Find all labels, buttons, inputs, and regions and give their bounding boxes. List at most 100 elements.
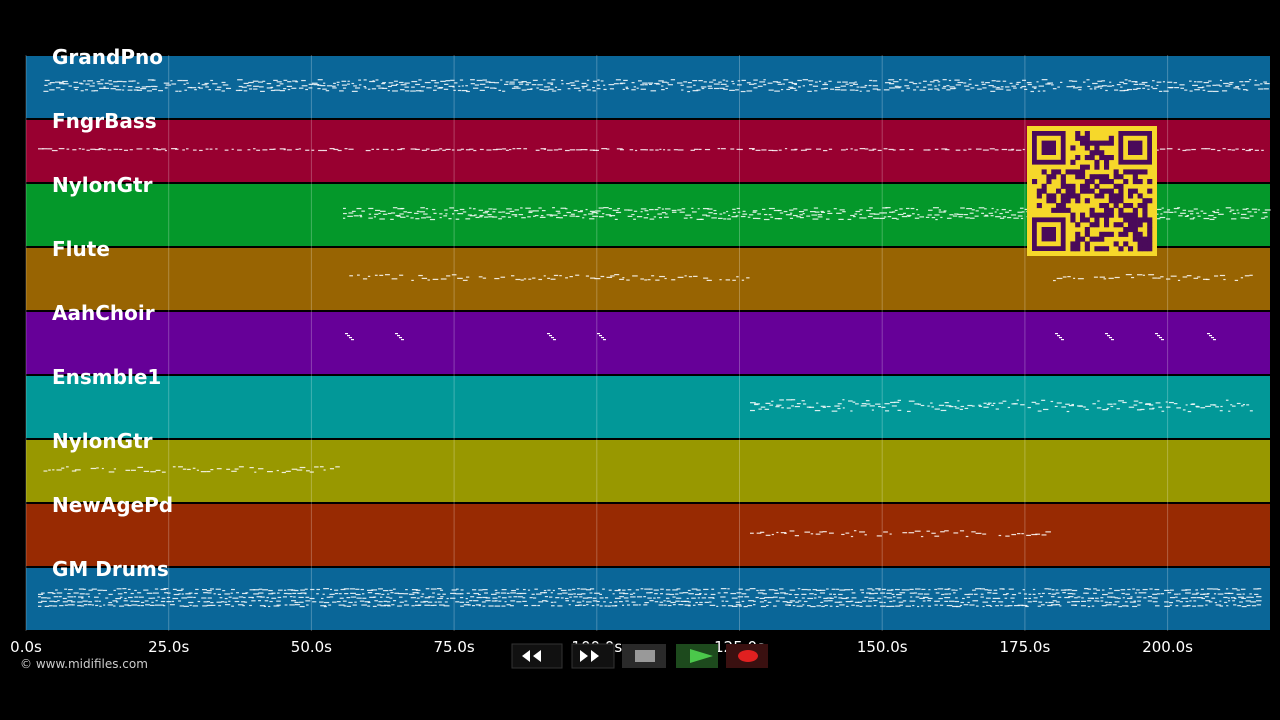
note bbox=[727, 605, 733, 607]
stop-button[interactable] bbox=[622, 644, 666, 668]
note bbox=[201, 84, 208, 86]
note bbox=[471, 589, 477, 591]
note bbox=[582, 87, 585, 89]
note bbox=[1011, 593, 1017, 596]
qr-module bbox=[1104, 174, 1110, 180]
note bbox=[897, 213, 904, 216]
note bbox=[986, 604, 991, 607]
note bbox=[526, 88, 533, 90]
qr-module bbox=[1113, 198, 1119, 204]
note bbox=[618, 601, 623, 603]
note bbox=[571, 600, 575, 602]
note bbox=[492, 216, 498, 218]
note bbox=[1028, 597, 1032, 600]
qr-module bbox=[1070, 241, 1076, 247]
rewind-button[interactable] bbox=[511, 643, 563, 669]
note bbox=[631, 601, 636, 603]
note bbox=[627, 589, 632, 591]
qr-module bbox=[1118, 212, 1124, 218]
note bbox=[52, 605, 58, 607]
note bbox=[355, 588, 360, 590]
note bbox=[866, 592, 871, 594]
note bbox=[1055, 589, 1059, 591]
note bbox=[296, 469, 303, 471]
note bbox=[1188, 210, 1194, 212]
note bbox=[854, 213, 858, 215]
note bbox=[599, 593, 602, 596]
note bbox=[834, 405, 840, 407]
note bbox=[738, 588, 743, 590]
note bbox=[1164, 589, 1170, 592]
note bbox=[377, 588, 383, 590]
note bbox=[759, 81, 766, 83]
note bbox=[1015, 149, 1022, 151]
note bbox=[925, 216, 930, 218]
note bbox=[305, 600, 311, 602]
note bbox=[534, 214, 539, 217]
note bbox=[140, 601, 145, 604]
qr-module bbox=[1123, 179, 1129, 185]
note bbox=[1222, 148, 1226, 150]
note bbox=[1118, 400, 1124, 402]
note bbox=[374, 593, 379, 595]
note bbox=[349, 337, 352, 339]
note bbox=[816, 605, 821, 607]
note bbox=[371, 88, 377, 90]
note bbox=[678, 604, 684, 606]
note bbox=[241, 86, 247, 88]
note bbox=[551, 337, 554, 339]
note bbox=[615, 79, 621, 81]
note bbox=[403, 593, 409, 595]
note bbox=[929, 81, 935, 83]
play-button[interactable] bbox=[676, 644, 718, 668]
note bbox=[472, 87, 479, 89]
note bbox=[764, 596, 769, 599]
note bbox=[763, 84, 767, 86]
note bbox=[819, 592, 826, 594]
note bbox=[68, 85, 72, 87]
note bbox=[895, 87, 901, 89]
note bbox=[864, 596, 869, 598]
note bbox=[877, 597, 882, 599]
note bbox=[904, 85, 910, 87]
qr-module bbox=[1099, 246, 1105, 252]
note bbox=[166, 596, 171, 599]
note bbox=[835, 605, 839, 608]
note bbox=[332, 87, 337, 89]
note bbox=[573, 209, 578, 211]
note bbox=[238, 596, 244, 598]
note bbox=[906, 410, 911, 413]
note bbox=[779, 399, 784, 401]
note bbox=[339, 90, 344, 92]
note bbox=[245, 592, 249, 594]
note bbox=[1249, 215, 1254, 217]
note bbox=[795, 601, 799, 603]
note bbox=[54, 601, 58, 603]
note bbox=[527, 216, 531, 218]
note bbox=[1176, 407, 1182, 409]
note bbox=[336, 601, 341, 603]
note bbox=[434, 601, 438, 603]
note bbox=[1213, 593, 1217, 595]
note bbox=[923, 149, 930, 151]
note bbox=[1022, 79, 1026, 81]
record-button[interactable] bbox=[726, 644, 768, 668]
note bbox=[511, 275, 515, 277]
note bbox=[152, 592, 159, 594]
fast-forward-button[interactable] bbox=[571, 643, 615, 669]
note bbox=[451, 589, 457, 591]
note bbox=[627, 215, 633, 217]
note bbox=[917, 605, 920, 608]
note bbox=[397, 148, 402, 151]
note bbox=[750, 409, 755, 412]
qr-module bbox=[1075, 131, 1081, 137]
note bbox=[1086, 592, 1089, 594]
qr-module bbox=[1089, 222, 1095, 228]
note bbox=[1108, 588, 1112, 590]
note bbox=[154, 85, 158, 88]
note bbox=[163, 605, 166, 607]
note bbox=[1212, 84, 1216, 86]
note bbox=[430, 604, 435, 607]
note bbox=[247, 149, 251, 151]
note bbox=[1237, 212, 1240, 214]
